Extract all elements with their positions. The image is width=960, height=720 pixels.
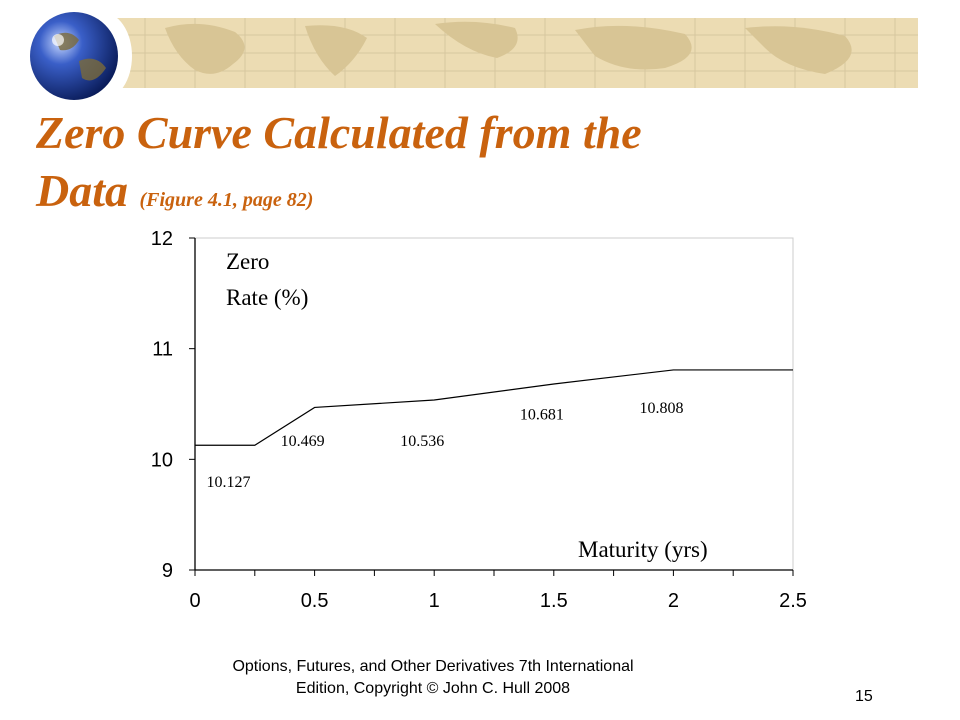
y-tick-label: 9 xyxy=(162,560,173,582)
title-line-2: Data xyxy=(36,165,128,216)
title-line-1: Zero Curve Calculated from the xyxy=(36,107,642,158)
title-reference: (Figure 4.1, page 82) xyxy=(139,189,314,211)
header-banner xyxy=(105,18,918,88)
data-label: 10.681 xyxy=(520,406,564,423)
y-tick-label: 10 xyxy=(151,449,173,471)
data-label: 10.469 xyxy=(281,433,325,450)
page-number: 15 xyxy=(855,688,873,705)
footer-line-2: Edition, Copyright © John C. Hull 2008 xyxy=(295,680,571,697)
x-tick-label: 2.5 xyxy=(779,590,807,612)
x-tick-label: 1 xyxy=(429,590,440,612)
y-axis-label-line-2: Rate (%) xyxy=(226,285,308,310)
footer-line-1: Options, Futures, and Other Derivatives … xyxy=(232,658,634,675)
x-tick-label: 2 xyxy=(668,590,679,612)
chart-data-labels: 10.127 10.469 10.536 10.681 10.808 xyxy=(206,400,683,491)
zero-rate-line xyxy=(195,369,793,446)
y-tick-label: 12 xyxy=(151,228,173,250)
data-label: 10.808 xyxy=(639,400,683,417)
data-label: 10.536 xyxy=(400,433,444,450)
chart-tick-labels: 0 0.5 1 1.5 2 2.5 9 10 11 12 xyxy=(151,228,807,612)
chart-ticks xyxy=(189,237,794,576)
slide-title: Zero Curve Calculated from the Data (Fig… xyxy=(36,104,642,229)
globe-icon xyxy=(30,12,132,100)
x-axis-label: Maturity (yrs) xyxy=(578,537,708,562)
y-tick-label: 11 xyxy=(152,339,173,361)
footer-citation: Options, Futures, and Other Derivatives … xyxy=(178,656,688,700)
world-map-grid xyxy=(105,18,918,88)
y-axis-label-line-1: Zero xyxy=(226,249,269,274)
x-tick-label: 0.5 xyxy=(301,590,329,612)
x-tick-label: 0 xyxy=(189,590,200,612)
x-tick-label: 1.5 xyxy=(540,590,568,612)
data-label: 10.127 xyxy=(206,474,250,491)
